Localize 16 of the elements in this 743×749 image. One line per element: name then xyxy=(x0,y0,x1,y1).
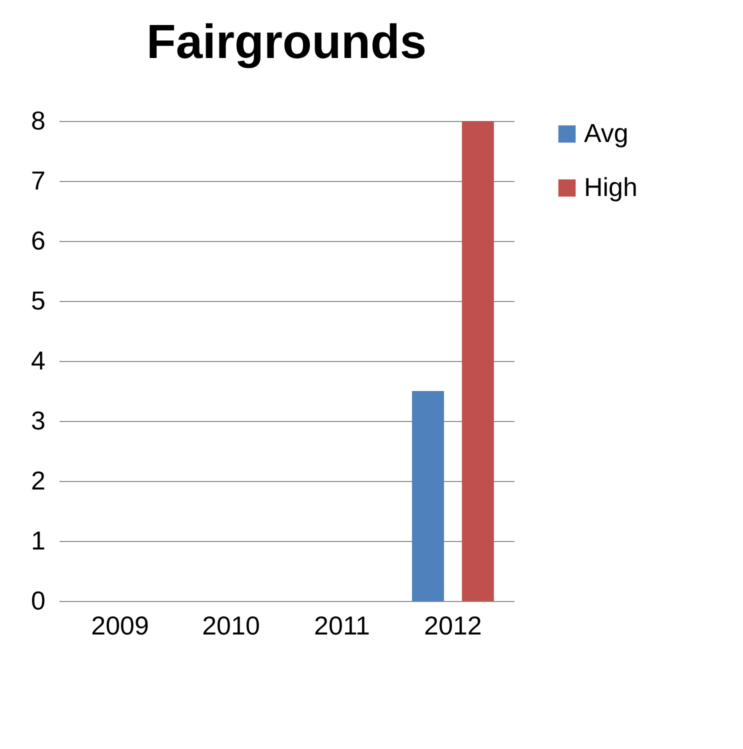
y-tick-label: 4 xyxy=(31,346,46,376)
y-tick-label: 0 xyxy=(31,586,46,616)
y-tick-label: 7 xyxy=(31,166,46,196)
chart-title: Fairgrounds xyxy=(146,16,427,69)
y-tick-label: 8 xyxy=(31,106,46,136)
y-tick-label: 2 xyxy=(31,466,46,496)
y-tick-label: 3 xyxy=(31,406,46,436)
x-tick-label: 2009 xyxy=(91,610,149,640)
legend-label: Avg xyxy=(584,118,628,148)
y-tick-label: 5 xyxy=(31,286,46,316)
x-tick-label: 2012 xyxy=(424,610,482,640)
x-tick-label: 2010 xyxy=(202,610,260,640)
y-tick-label: 6 xyxy=(31,226,46,256)
legend-label: High xyxy=(584,172,638,202)
x-tick-label: 2011 xyxy=(314,610,370,640)
y-tick-label: 1 xyxy=(31,526,46,556)
